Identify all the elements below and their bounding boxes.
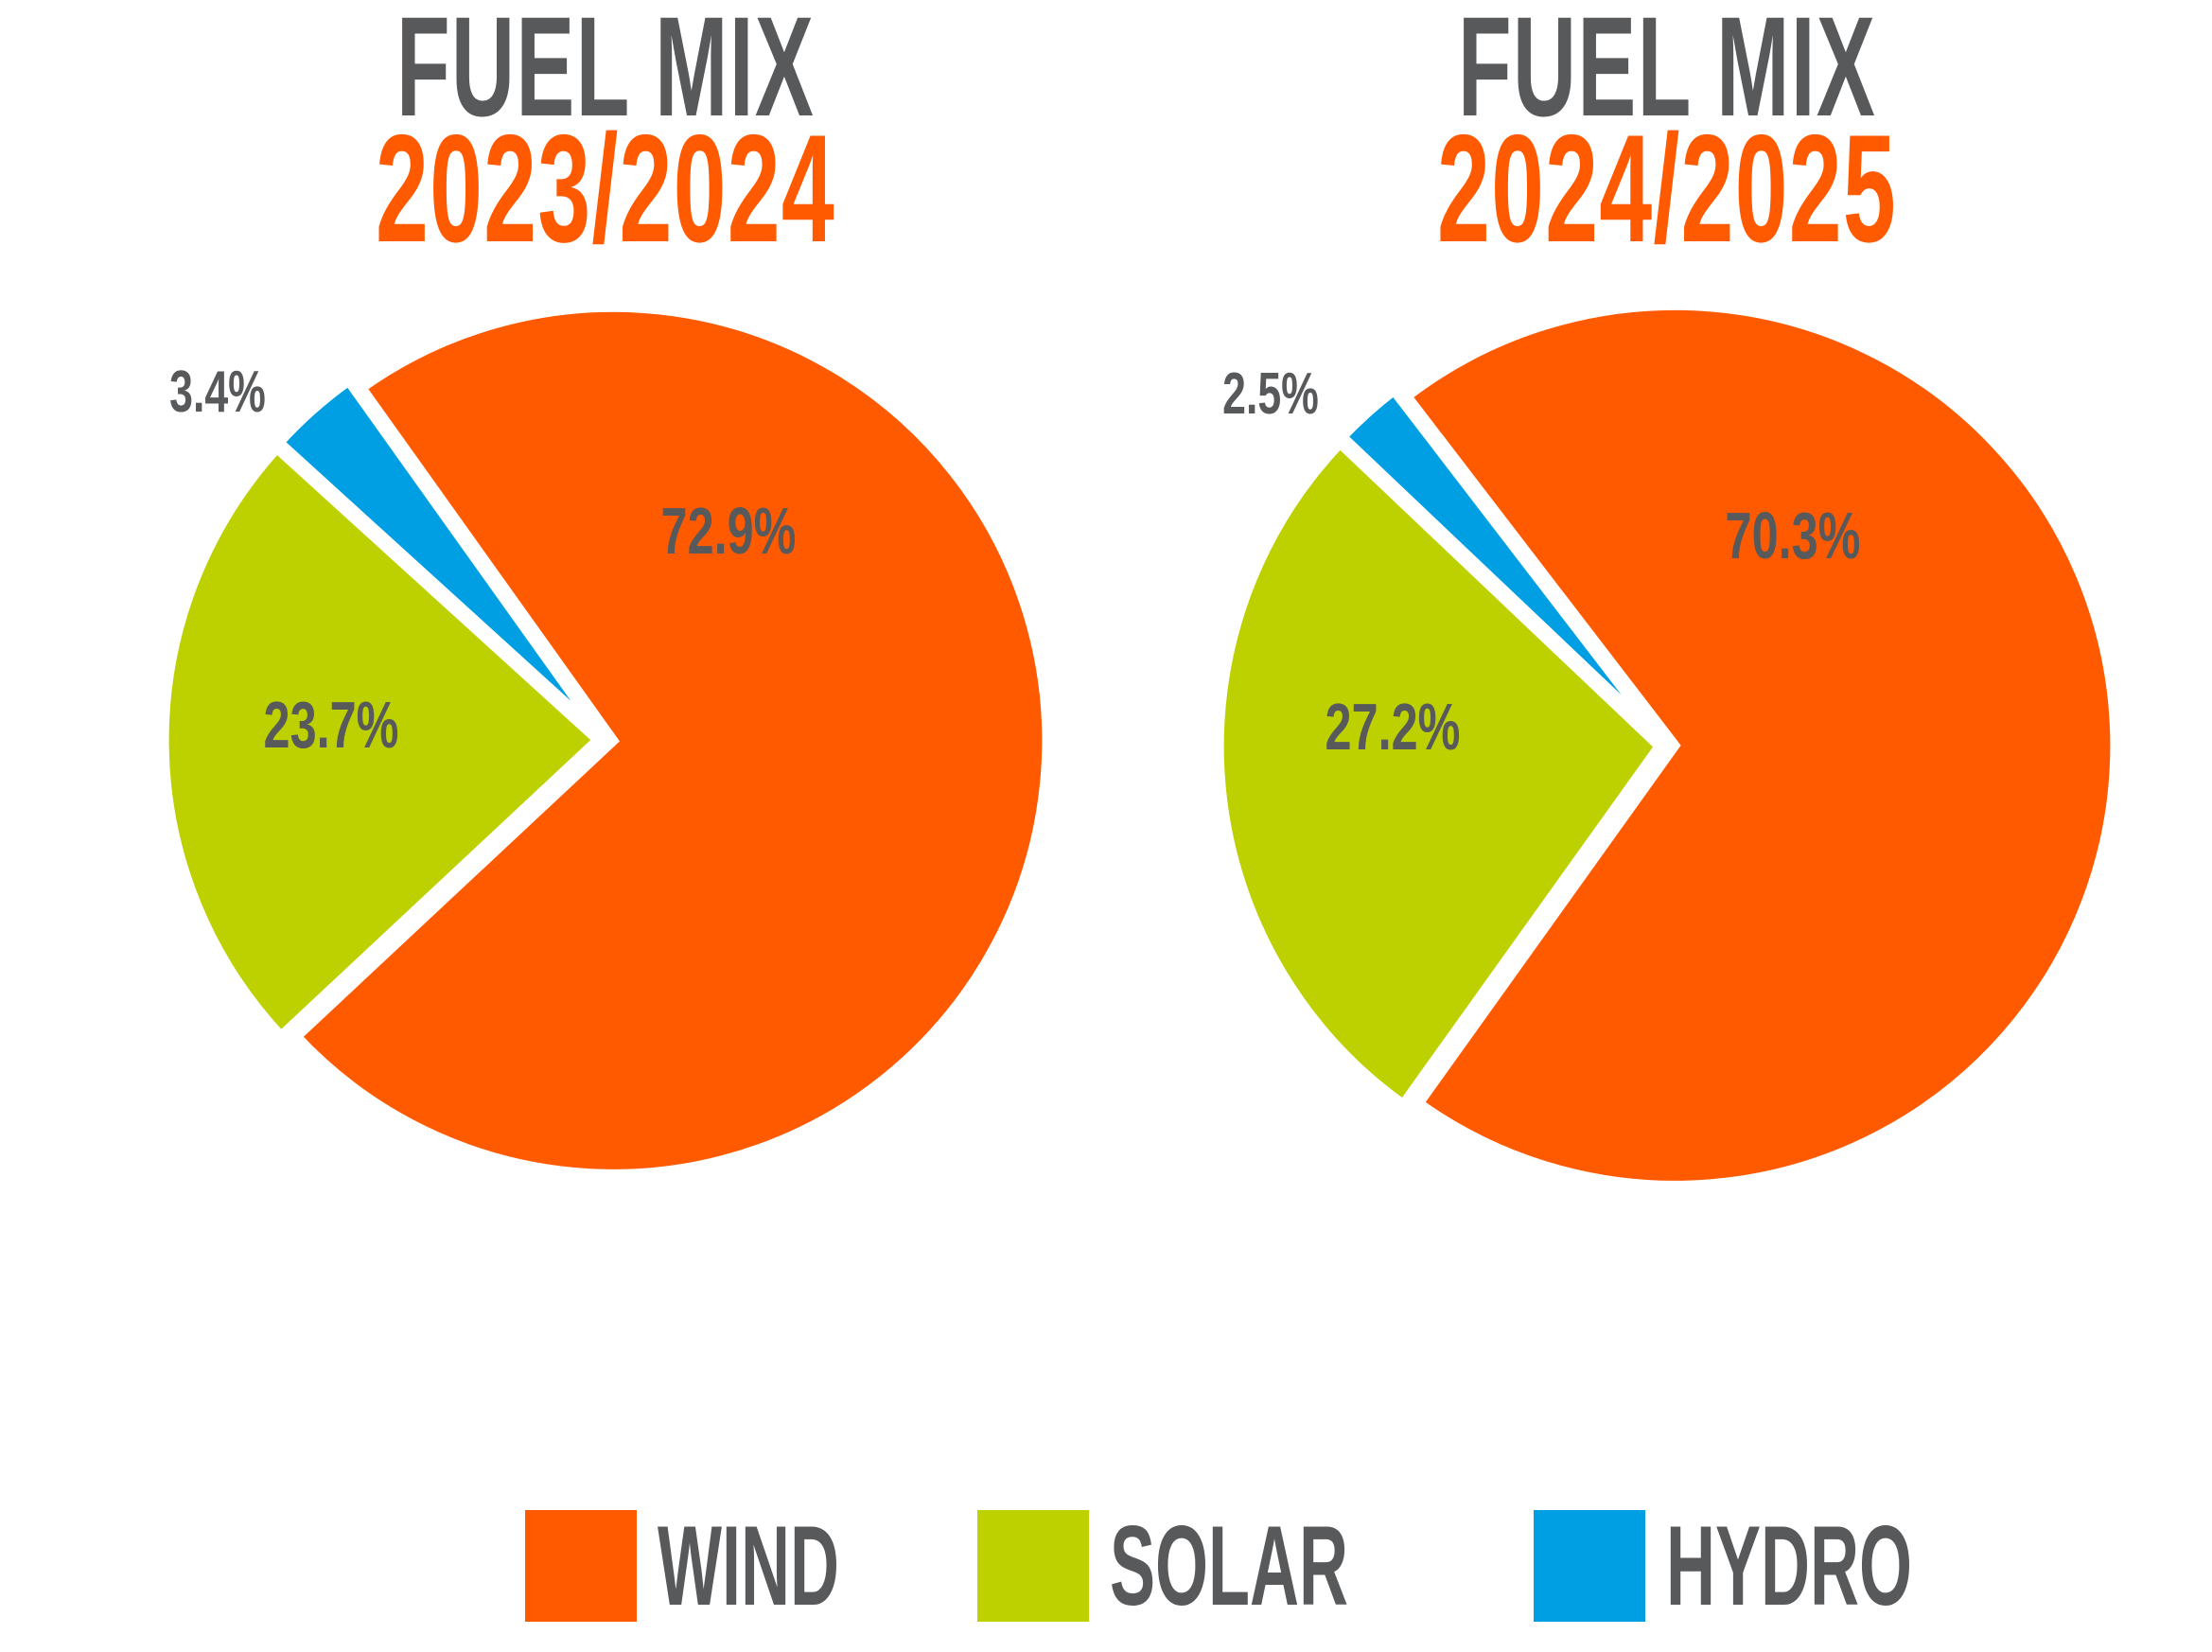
pie-chart-2023-2024: 72.9% 23.7% 3.4% xyxy=(159,302,1052,1179)
chart-title-2023-2024: FUEL MIX 2023/2024 xyxy=(132,0,1079,274)
pie-slice-solar xyxy=(1214,436,1666,1111)
pie-slice-hydro xyxy=(1336,383,1666,744)
chart-title: FUEL MIX xyxy=(1457,0,1877,146)
legend-label-solar: SOLAR xyxy=(1109,1503,1348,1629)
pie-slice-hydro xyxy=(272,374,605,738)
data-label-wind: 70.3% xyxy=(1726,499,1861,572)
pie-chart-2024-2025: 70.3% 27.2% 2.5% xyxy=(1214,300,2120,1190)
pie-slice-wind xyxy=(290,302,1052,1179)
chart-subtitle: 2023/2024 xyxy=(376,103,835,274)
data-label-solar: 27.2% xyxy=(1325,690,1461,764)
pie-slice-solar xyxy=(159,441,605,1043)
data-label-wind: 72.9% xyxy=(661,494,797,568)
legend-swatch-wind xyxy=(525,1510,637,1622)
legend-item-wind: WIND xyxy=(525,1503,960,1629)
chart-title-2024-2025: FUEL MIX 2024/2025 xyxy=(1194,0,2140,274)
data-label-hydro: 3.4% xyxy=(169,360,266,425)
legend-label-wind: WIND xyxy=(658,1503,839,1629)
legend-swatch-solar xyxy=(976,1510,1089,1622)
data-label-solar: 23.7% xyxy=(264,688,399,762)
pie-slice-wind xyxy=(1400,300,2120,1190)
legend-label-hydro: HYDRO xyxy=(1665,1503,1912,1629)
legend-item-hydro: HYDRO xyxy=(1533,1503,2076,1629)
chart-title: FUEL MIX xyxy=(395,0,816,146)
legend-swatch-hydro xyxy=(1533,1510,1645,1622)
legend: WIND SOLAR HYDRO xyxy=(525,1504,2121,1627)
chart-subtitle: 2024/2025 xyxy=(1437,103,1897,274)
legend-item-solar: SOLAR xyxy=(976,1503,1507,1629)
data-label-hydro: 2.5% xyxy=(1222,361,1319,427)
